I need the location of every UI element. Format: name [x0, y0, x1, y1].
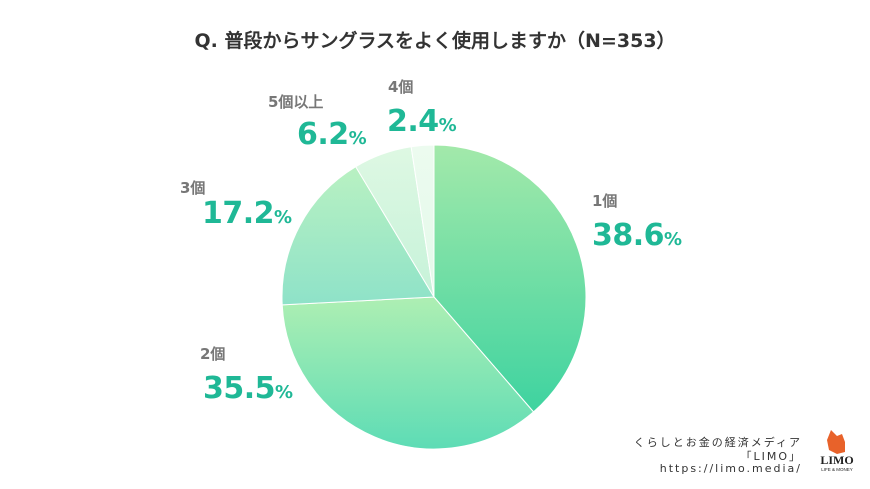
chart-title: Q. 普段からサングラスをよく使用しますか（N=353） [194, 30, 676, 52]
pie-slice-3 [281, 166, 435, 306]
slice-label-1: 1個 [592, 192, 618, 210]
limo-logo: LIMO LIFE & MONEY [815, 428, 860, 473]
pie-slice-5 [410, 144, 435, 298]
credit-name: 「LIMO」 [740, 450, 802, 463]
credit-tagline: くらしとお金の経済メディア [633, 436, 802, 449]
slice-label-4: 4個 [388, 78, 414, 96]
slice-value-5plus: 6.2% [297, 117, 367, 152]
slice-value-3: 17.2% [202, 196, 292, 231]
slice-label-5plus: 5個以上 [268, 93, 324, 111]
svg-text:LIFE & MONEY: LIFE & MONEY [821, 467, 853, 472]
pie-slice-2 [281, 296, 535, 450]
slice-value-2: 35.5% [203, 371, 293, 406]
svg-text:LIMO: LIMO [820, 453, 853, 467]
slice-value-4: 2.4% [387, 104, 457, 139]
pie-slice-1 [433, 144, 587, 413]
slice-label-2: 2個 [200, 345, 226, 363]
slice-value-1: 38.6% [592, 218, 682, 253]
slice-label-3: 3個 [180, 179, 206, 197]
credit-url: https://limo.media/ [659, 462, 802, 475]
